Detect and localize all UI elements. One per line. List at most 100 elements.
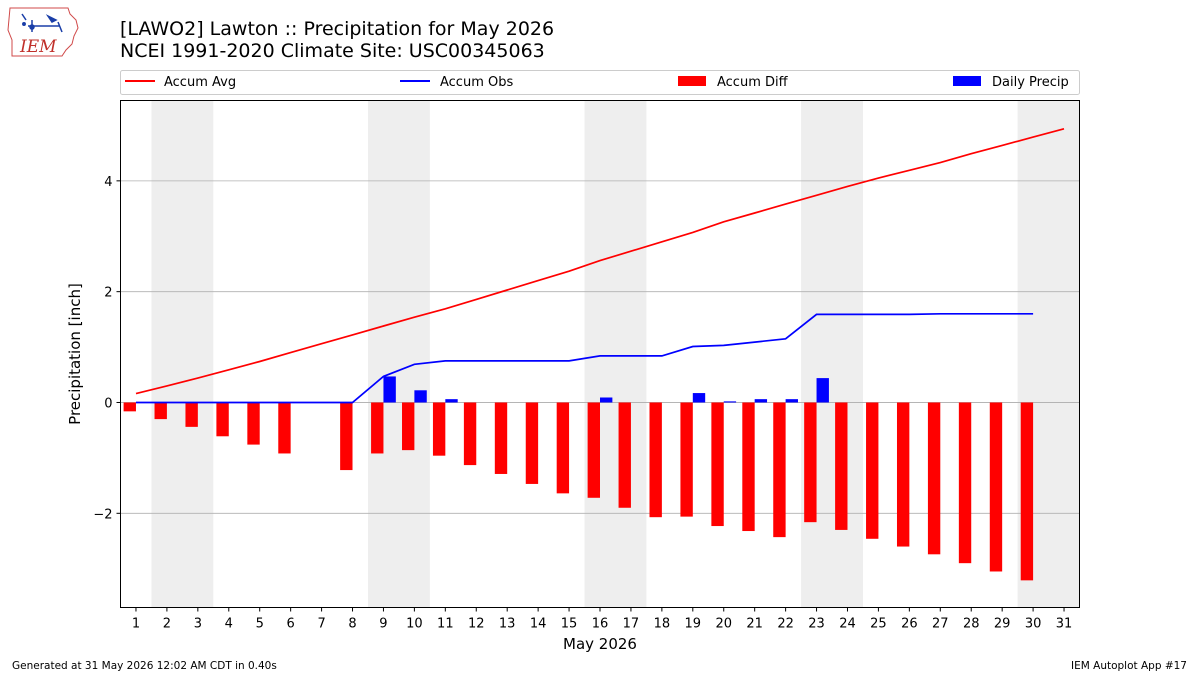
x-tick-label: 1 bbox=[132, 617, 140, 632]
legend-label-accum-diff: Accum Diff bbox=[717, 75, 789, 90]
accum-diff-bar bbox=[402, 402, 415, 451]
accum-diff-bar bbox=[278, 402, 291, 454]
x-tick-label: 24 bbox=[839, 617, 856, 632]
legend-label-accum-obs: Accum Obs bbox=[440, 75, 513, 90]
accum-diff-bar bbox=[649, 402, 662, 518]
y-tick-label: 4 bbox=[104, 175, 112, 190]
logo-text: IEM bbox=[19, 37, 57, 57]
x-tick-label: 28 bbox=[963, 617, 980, 632]
x-tick-label: 20 bbox=[715, 617, 732, 632]
x-tick-label: 7 bbox=[317, 617, 325, 632]
chart-subtitle: NCEI 1991-2020 Climate Site: USC00345063 bbox=[120, 40, 545, 62]
generated-footer: Generated at 31 May 2026 12:02 AM CDT in… bbox=[12, 660, 277, 672]
legend-swatch-accum-diff bbox=[678, 76, 706, 86]
y-tick-label: −2 bbox=[93, 507, 112, 522]
accum-diff-bar bbox=[432, 402, 446, 456]
x-tick-label: 13 bbox=[499, 617, 516, 632]
x-tick-label: 23 bbox=[808, 617, 825, 632]
accum-diff-bar bbox=[773, 402, 786, 538]
accum-diff-bar bbox=[216, 402, 229, 437]
x-tick-label: 14 bbox=[530, 617, 547, 632]
legend: Accum Avg Accum Obs Accum Diff Daily Pre… bbox=[120, 70, 1080, 95]
x-tick-label: 31 bbox=[1056, 617, 1073, 632]
accum-diff-bar bbox=[371, 402, 384, 454]
daily-precip-bar bbox=[600, 397, 613, 403]
x-tick-label: 15 bbox=[561, 617, 578, 632]
accum-diff-bar bbox=[958, 402, 972, 564]
x-tick-label: 5 bbox=[256, 617, 264, 632]
legend-label-accum-avg: Accum Avg bbox=[164, 75, 236, 90]
bars bbox=[123, 376, 1034, 581]
x-tick-label: 18 bbox=[654, 617, 671, 632]
x-tick-label: 9 bbox=[379, 617, 387, 632]
accum-diff-bar bbox=[185, 402, 198, 427]
daily-precip-bar bbox=[692, 393, 706, 403]
weekend-shade-band bbox=[151, 100, 214, 608]
x-tick-label: 27 bbox=[932, 617, 949, 632]
accum-diff-bar bbox=[556, 402, 570, 494]
x-tick-label: 6 bbox=[287, 617, 295, 632]
accum-diff-bar bbox=[494, 402, 508, 474]
x-tick-label: 16 bbox=[592, 617, 609, 632]
accum-diff-bar bbox=[340, 402, 353, 471]
x-tick-label: 19 bbox=[685, 617, 702, 632]
x-tick-label: 11 bbox=[437, 617, 454, 632]
x-tick-label: 12 bbox=[468, 617, 485, 632]
accum-diff-bar bbox=[927, 402, 941, 555]
x-tick-label: 17 bbox=[623, 617, 640, 632]
app-footer: IEM Autoplot App #17 bbox=[1071, 660, 1187, 672]
accum-diff-bar bbox=[463, 402, 477, 466]
accum-diff-bar bbox=[896, 402, 910, 547]
accum-diff-bar bbox=[711, 402, 724, 527]
accum-diff-bar bbox=[835, 402, 848, 530]
weekend-shade-band bbox=[367, 100, 430, 608]
daily-precip-bar bbox=[785, 399, 798, 403]
weekend-shading bbox=[151, 100, 1080, 608]
x-tick-label: 10 bbox=[406, 617, 423, 632]
x-tick-label: 22 bbox=[777, 617, 794, 632]
accum-diff-bar bbox=[742, 402, 755, 532]
daily-precip-bar bbox=[754, 399, 768, 403]
x-tick-label: 30 bbox=[1025, 617, 1042, 632]
x-axis-ticks: 1 2 3 4 5 6 7 8 9 10 11 12 13 14 15 16 17 18 19 20 21 22 23 24 2… bbox=[132, 607, 1073, 632]
accum-diff-bar bbox=[866, 402, 879, 539]
x-tick-label: 25 bbox=[870, 617, 887, 632]
accum-diff-bar bbox=[247, 402, 260, 445]
daily-precip-bar bbox=[816, 378, 829, 403]
accum-diff-bar bbox=[804, 402, 817, 523]
daily-precip-bar bbox=[383, 376, 396, 403]
daily-precip-bar bbox=[445, 399, 458, 403]
chart-title: [LAWO2] Lawton :: Precipitation for May … bbox=[120, 18, 554, 40]
x-tick-label: 2 bbox=[163, 617, 171, 632]
accum-diff-bar bbox=[587, 402, 600, 498]
iowa-state-outline bbox=[7, 7, 79, 57]
accum-diff-bar bbox=[525, 402, 539, 484]
x-tick-label: 29 bbox=[994, 617, 1011, 632]
daily-precip-bar bbox=[414, 390, 427, 403]
y-tick-label: 0 bbox=[104, 396, 112, 411]
x-tick-label: 26 bbox=[901, 617, 918, 632]
legend-frame bbox=[120, 70, 1080, 95]
accum-diff-bar bbox=[123, 402, 136, 412]
iem-logo: IEM bbox=[7, 7, 79, 57]
x-axis-label: May 2026 bbox=[563, 635, 637, 653]
accum-diff-bar bbox=[989, 402, 1003, 572]
accum-avg-line bbox=[135, 127, 1065, 395]
legend-swatch-daily-precip bbox=[953, 76, 981, 86]
weekend-shade-band bbox=[584, 100, 647, 608]
accum-diff-bar bbox=[1020, 402, 1034, 581]
x-tick-label: 4 bbox=[225, 617, 233, 632]
y-axis-ticks: −2 0 2 4 bbox=[93, 175, 121, 522]
x-tick-label: 8 bbox=[348, 617, 356, 632]
accum-diff-bar bbox=[680, 402, 693, 517]
daily-precip-bar bbox=[723, 401, 737, 403]
y-tick-label: 2 bbox=[104, 286, 112, 301]
legend-label-daily-precip: Daily Precip bbox=[992, 75, 1069, 90]
weekend-shade-band bbox=[801, 100, 863, 608]
accum-diff-bar bbox=[618, 402, 631, 508]
x-tick-label: 3 bbox=[194, 617, 202, 632]
accum-diff-bar bbox=[154, 402, 167, 420]
accum-obs-line bbox=[136, 312, 1034, 404]
x-tick-label: 21 bbox=[746, 617, 763, 632]
